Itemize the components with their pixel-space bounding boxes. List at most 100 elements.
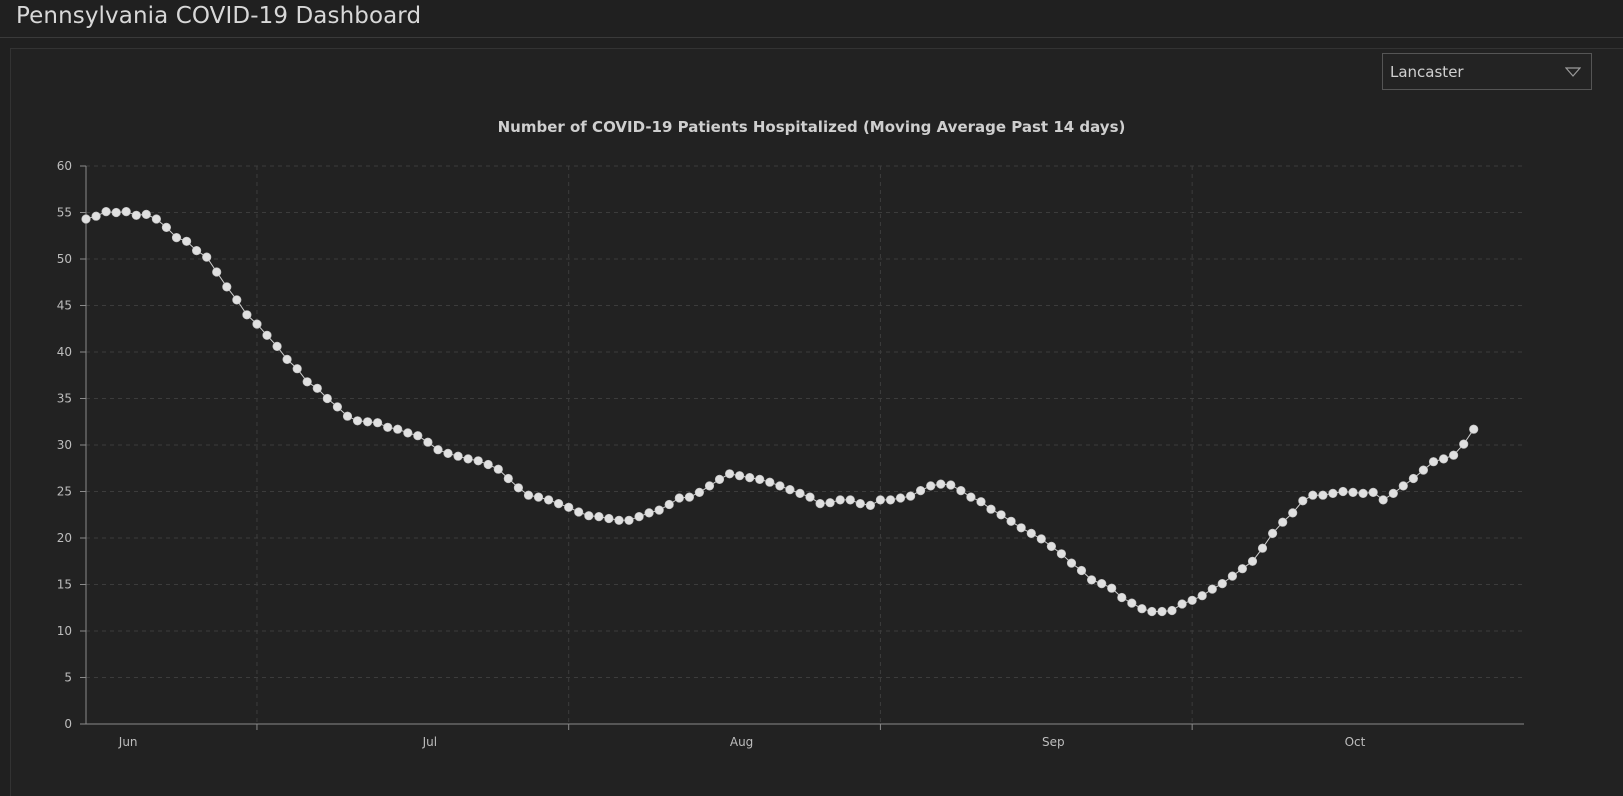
data-point (755, 474, 765, 485)
data-point (1107, 583, 1117, 593)
data-point (322, 393, 332, 404)
data-point (161, 222, 171, 232)
data-point (1469, 424, 1479, 434)
data-point (513, 483, 524, 493)
data-point (423, 437, 433, 447)
data-point (775, 481, 785, 491)
data-point (1278, 517, 1288, 527)
data-point (403, 428, 413, 438)
data-point (1066, 558, 1077, 568)
y-tick-label: 25 (57, 485, 72, 499)
data-point (1016, 523, 1026, 533)
data-point (1308, 490, 1318, 500)
chart-axes: 0 5 10 15 20 25 30 35 40 45 50 55 60 Jun Jul Aug Sep Oct (57, 159, 1524, 749)
data-point (473, 456, 483, 466)
data-point (1137, 604, 1147, 614)
data-point (664, 499, 674, 510)
y-tick-label: 60 (57, 159, 72, 173)
data-point (875, 495, 886, 505)
data-point (704, 481, 715, 491)
data-point (443, 448, 453, 459)
data-point (976, 497, 986, 507)
data-point (604, 513, 614, 524)
x-tick-label: Jul (422, 735, 437, 749)
data-point (1328, 488, 1338, 499)
data-point (1418, 465, 1428, 475)
data-point (1318, 490, 1328, 500)
data-point (503, 473, 513, 484)
data-point (1167, 605, 1177, 616)
data-point (1338, 486, 1348, 497)
data-point (1187, 595, 1197, 605)
data-point (845, 495, 855, 505)
x-tick-label: Jun (118, 735, 138, 749)
data-point (232, 295, 242, 305)
data-point (805, 492, 815, 502)
data-point (1117, 592, 1127, 603)
data-point (101, 207, 111, 217)
data-point (1056, 549, 1066, 559)
data-point (564, 502, 574, 512)
data-point (1076, 565, 1087, 576)
chart-panel (10, 48, 1623, 796)
data-point (302, 377, 312, 387)
data-point (986, 504, 996, 514)
data-point (855, 499, 865, 509)
data-point (433, 445, 443, 455)
chevron-down-icon (1565, 67, 1581, 77)
data-point (1097, 578, 1107, 589)
data-point (151, 214, 161, 224)
data-point (1378, 495, 1388, 505)
data-point (171, 233, 182, 243)
data-point (594, 511, 604, 522)
data-point (121, 207, 131, 217)
x-tick-label: Aug (730, 735, 753, 749)
data-point (734, 471, 745, 481)
data-point (694, 487, 705, 498)
data-point (674, 493, 684, 503)
data-point (885, 495, 896, 505)
data-point (543, 495, 554, 505)
data-point (1408, 473, 1418, 484)
data-point (252, 319, 262, 329)
data-point (463, 454, 473, 464)
data-point (222, 282, 232, 292)
data-point (383, 422, 393, 432)
data-point (1197, 591, 1207, 601)
data-point (895, 493, 906, 503)
data-point (956, 486, 966, 496)
data-point (1207, 584, 1217, 594)
data-point (1288, 508, 1298, 518)
y-tick-label: 15 (57, 578, 72, 592)
data-point (282, 354, 292, 365)
data-point (785, 485, 795, 495)
data-point (342, 411, 353, 421)
data-point (523, 490, 534, 500)
data-point (795, 488, 805, 499)
data-point (493, 464, 503, 474)
data-point (684, 492, 695, 502)
data-point (1026, 528, 1036, 539)
data-point (825, 498, 835, 508)
data-point (1086, 575, 1097, 585)
data-point (81, 214, 91, 224)
data-point (574, 507, 584, 517)
data-point (946, 480, 956, 490)
data-point (996, 510, 1006, 520)
dashboard-title: Pennsylvania COVID-19 Dashboard (16, 3, 422, 29)
data-point (192, 246, 202, 256)
y-tick-label: 40 (57, 345, 72, 359)
y-tick-label: 35 (57, 392, 72, 406)
data-point (1147, 606, 1157, 617)
data-point (312, 383, 322, 393)
data-point (724, 469, 735, 479)
data-point (745, 473, 755, 483)
data-point (1036, 534, 1046, 544)
data-point (373, 418, 383, 428)
data-point (835, 495, 845, 505)
data-point (644, 508, 654, 518)
data-point (272, 341, 282, 352)
data-point (714, 474, 725, 485)
app-header: Pennsylvania COVID-19 Dashboard (0, 0, 1623, 38)
county-select[interactable]: Lancaster (1382, 53, 1592, 90)
